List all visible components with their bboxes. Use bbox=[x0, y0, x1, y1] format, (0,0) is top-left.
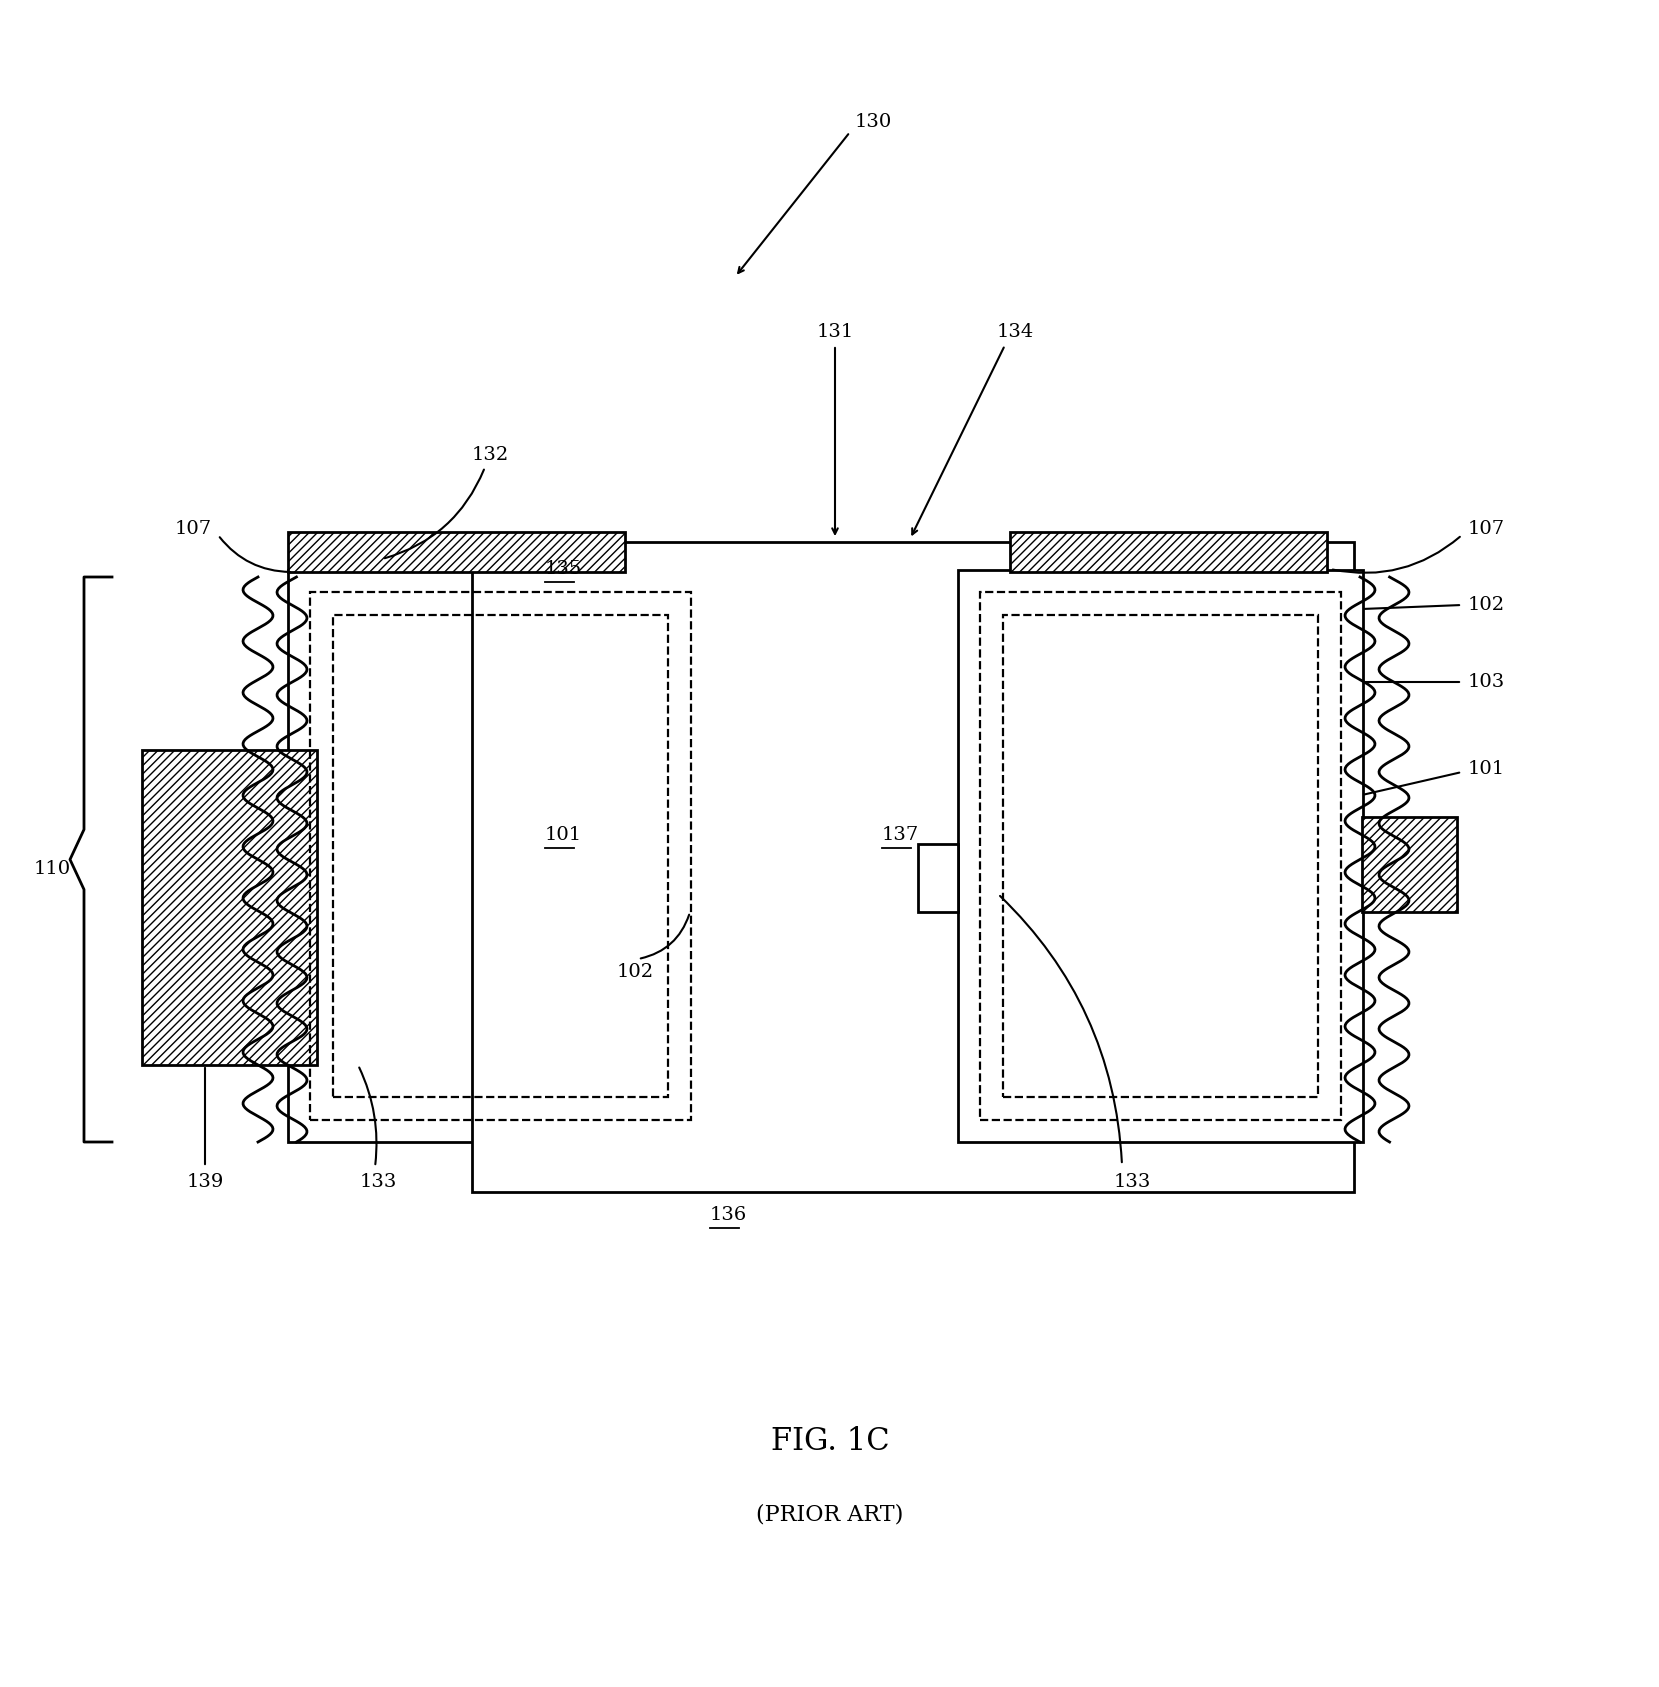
Text: 132: 132 bbox=[471, 445, 509, 464]
Text: 110: 110 bbox=[33, 860, 71, 877]
Bar bbox=[473, 542, 1354, 1193]
Text: 102: 102 bbox=[1468, 596, 1505, 614]
Bar bbox=[1010, 531, 1327, 572]
Bar bbox=[980, 592, 1340, 1120]
Text: 101: 101 bbox=[1468, 761, 1505, 778]
Bar bbox=[917, 844, 957, 913]
Text: 131: 131 bbox=[816, 322, 854, 341]
Bar bbox=[289, 531, 625, 572]
Text: 136: 136 bbox=[710, 1206, 747, 1225]
Bar bbox=[957, 570, 1364, 1142]
Text: 133: 133 bbox=[360, 1172, 397, 1191]
Text: 102: 102 bbox=[617, 963, 654, 982]
Text: 130: 130 bbox=[854, 113, 893, 132]
Text: 107: 107 bbox=[1468, 520, 1505, 538]
Bar bbox=[712, 844, 752, 913]
Bar bbox=[143, 751, 317, 1064]
Text: 103: 103 bbox=[1468, 673, 1505, 692]
Text: 107: 107 bbox=[174, 520, 212, 538]
Text: 101: 101 bbox=[546, 827, 582, 844]
Text: FIG. 1C: FIG. 1C bbox=[771, 1427, 889, 1458]
Text: 137: 137 bbox=[883, 827, 919, 844]
Text: 135: 135 bbox=[546, 560, 582, 579]
Bar bbox=[310, 592, 692, 1120]
Text: (PRIOR ART): (PRIOR ART) bbox=[757, 1505, 904, 1527]
Bar bbox=[1004, 616, 1317, 1097]
Bar bbox=[333, 616, 669, 1097]
Text: 134: 134 bbox=[997, 322, 1034, 341]
Text: 139: 139 bbox=[186, 1172, 224, 1191]
Bar bbox=[289, 570, 713, 1142]
Bar bbox=[1362, 817, 1457, 913]
Text: 133: 133 bbox=[1113, 1172, 1151, 1191]
